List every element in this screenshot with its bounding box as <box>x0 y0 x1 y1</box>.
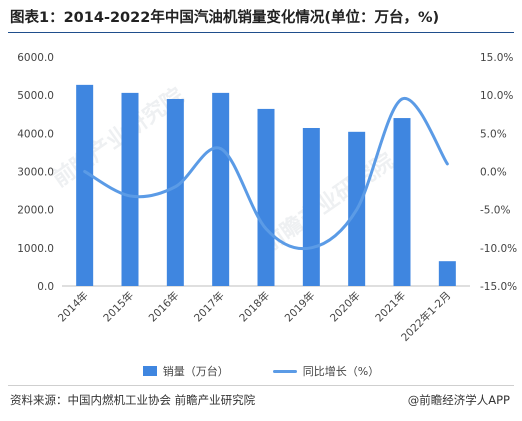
legend-item-sales: 销量（万台） <box>142 363 229 379</box>
line-growth <box>83 97 449 251</box>
brand-credit: @前瞻经济学人APP <box>407 393 510 407</box>
x-tick-label: 2020年 <box>327 289 363 325</box>
source-note: 资料来源：中国内燃机工业协会 前瞻产业研究院 <box>10 393 256 407</box>
legend-item-growth: 同比增长（%） <box>272 363 380 379</box>
bar-sales <box>438 261 456 286</box>
bar-sales <box>121 92 139 286</box>
legend-swatch-bar <box>142 366 157 376</box>
y-left-tick-label: 0.0 <box>37 281 54 293</box>
bar-sales <box>393 118 411 286</box>
combo-chart: 0.0 1000.0 2000.0 3000.0 4000.0 5000.0 6000.0 -… <box>17 52 517 344</box>
y-left-tick-label: 2000.0 <box>17 205 54 217</box>
y-left-tick-label: 3000.0 <box>17 167 54 179</box>
bar-sales <box>257 108 275 286</box>
y-right-tick-label: 0.0% <box>480 167 507 179</box>
bar-sales <box>212 92 230 286</box>
bar-sales <box>302 127 320 287</box>
chart-title: 图表1：2014-2022年中国汽油机销量变化情况(单位：万台，%) <box>10 10 440 26</box>
chart-legend: 销量（万台） 同比增长（%） <box>0 363 522 379</box>
y-right-tick-label: 5.0% <box>480 128 507 140</box>
y-right-tick-label: 10.0% <box>480 90 513 102</box>
bar-sales <box>76 84 94 286</box>
x-tick-label: 2019年 <box>282 289 318 325</box>
legend-label-sales: 销量（万台） <box>162 365 229 378</box>
y-left-tick-label: 4000.0 <box>17 128 54 140</box>
legend-swatch-line <box>272 369 297 373</box>
y-right-tick-label: -15.0% <box>480 281 517 293</box>
y-left-tick-label: 5000.0 <box>17 90 54 102</box>
x-tick-label: 2017年 <box>191 289 227 325</box>
y-right-tick-label: 15.0% <box>480 52 513 64</box>
x-tick-label: 2021年 <box>373 289 409 325</box>
y-left-tick-label: 1000.0 <box>17 243 54 255</box>
x-tick-label: 2014年 <box>55 289 91 325</box>
x-tick-label: 2018年 <box>237 289 273 325</box>
x-tick-label: 2016年 <box>146 289 182 325</box>
source-divider <box>8 385 514 386</box>
y-right-tick-label: -10.0% <box>480 243 517 255</box>
x-tick-label: 2015年 <box>101 289 137 325</box>
legend-label-growth: 同比增长（%） <box>302 365 380 378</box>
title-divider <box>8 32 514 33</box>
y-left-tick-label: 6000.0 <box>17 52 54 64</box>
y-right-tick-label: -5.0% <box>480 205 510 217</box>
bar-sales <box>166 98 184 286</box>
